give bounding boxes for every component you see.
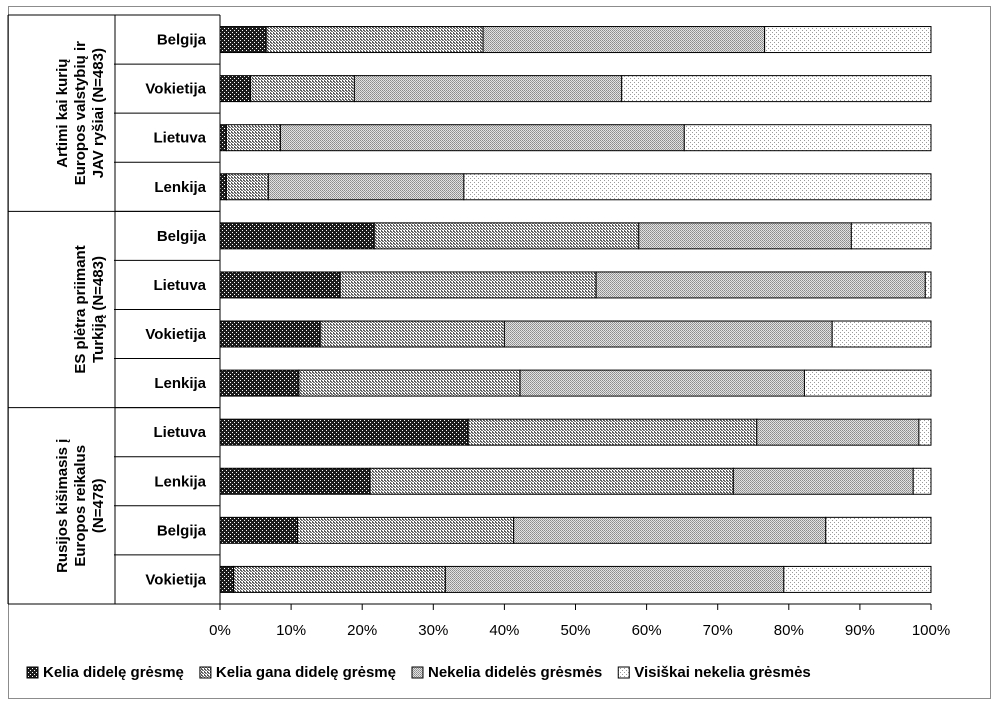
bar-segment-1 — [219, 516, 298, 544]
legend-label: Kelia didelę grėsmę — [43, 664, 184, 681]
bar-segment-2 — [250, 75, 355, 103]
bar-segment-1 — [219, 173, 227, 201]
bar-segment-3 — [503, 320, 833, 348]
bar-segment-2 — [369, 467, 734, 495]
legend-label: Kelia gana didelę grėsmę — [216, 664, 396, 681]
category-label: Lenkija — [154, 375, 206, 392]
legend-label: Nekelia didelės grėsmės — [428, 664, 602, 681]
category-label: Belgija — [157, 522, 207, 539]
bar-segment-2 — [339, 271, 597, 299]
bar-segment-1 — [219, 418, 469, 446]
group-label-line: ES plėtra priimant — [72, 245, 89, 373]
bar-segment-4 — [463, 173, 932, 201]
bar-segment-1 — [219, 26, 267, 54]
bar-segment-4 — [764, 26, 932, 54]
legend-swatch — [411, 666, 424, 679]
category-label: Vokietija — [145, 81, 206, 98]
legend-swatch — [26, 666, 39, 679]
bar-segment-2 — [225, 124, 281, 152]
category-label: Vokietija — [145, 326, 206, 343]
x-tick-label: 30% — [418, 622, 448, 639]
x-tick-label: 40% — [489, 622, 519, 639]
bar-segment-4 — [621, 75, 932, 103]
bar-segment-2 — [233, 565, 446, 593]
x-tick-label: 70% — [703, 622, 733, 639]
x-tick-label: 20% — [347, 622, 377, 639]
legend-swatch — [199, 666, 212, 679]
category-label: Lenkija — [154, 473, 206, 490]
legend-swatch — [617, 666, 630, 679]
group-label: ES plėtra priimantTurkiją (N=483) — [72, 245, 107, 373]
x-tick-label: 0% — [209, 622, 231, 639]
bar-segment-4 — [803, 369, 932, 397]
bar-segment-3 — [638, 222, 852, 250]
bar-segment-4 — [825, 516, 932, 544]
bar-segment-3 — [756, 418, 920, 446]
group-label: Artimi kai kuriųEuropos valstybių irJAV … — [54, 41, 107, 185]
bar-segment-1 — [219, 75, 252, 103]
category-label: Vokietija — [145, 571, 206, 588]
category-label: Lietuva — [153, 424, 206, 441]
bar-segment-2 — [373, 222, 640, 250]
x-tick-label: 60% — [632, 622, 662, 639]
x-tick-label: 100% — [912, 622, 950, 639]
bar-segment-2 — [298, 369, 521, 397]
group-label-line: JAV ryšiai (N=483) — [90, 48, 107, 178]
category-label: Lietuva — [153, 130, 206, 147]
x-tick-label: 90% — [845, 622, 875, 639]
x-tick-label: 50% — [560, 622, 590, 639]
x-tick-label: 80% — [774, 622, 804, 639]
category-label: Lietuva — [153, 277, 206, 294]
bar-segment-1 — [219, 565, 235, 593]
bar-segment-4 — [683, 124, 932, 152]
x-tick-label: 10% — [276, 622, 306, 639]
bar-segment-4 — [783, 565, 932, 593]
bar-segment-3 — [279, 124, 685, 152]
group-label-line: Turkiją (N=483) — [90, 256, 107, 363]
bar-segment-2 — [467, 418, 758, 446]
group-label-line: Europos reikalus — [72, 445, 89, 567]
bar-segment-4 — [912, 467, 932, 495]
bar-segment-4 — [850, 222, 932, 250]
bar-segment-1 — [219, 124, 227, 152]
bar-segment-4 — [831, 320, 932, 348]
bar-segment-2 — [265, 26, 484, 54]
bar-segment-3 — [267, 173, 465, 201]
group-label: Rusijos kišimasis įEuropos reikalus(N=47… — [54, 439, 107, 573]
bar-segment-3 — [482, 26, 766, 54]
legend-label: Visiškai nekelia grėsmės — [634, 664, 811, 681]
bar-segment-1 — [219, 467, 371, 495]
bar-segment-1 — [219, 369, 300, 397]
bar-segment-4 — [918, 418, 932, 446]
category-label: Belgija — [157, 228, 207, 245]
group-label-line: Artimi kai kurių — [54, 59, 71, 168]
group-label-line: Rusijos kišimasis į — [54, 439, 71, 573]
bar-segment-2 — [225, 173, 269, 201]
bar-segment-4 — [924, 271, 932, 299]
bar-segment-3 — [444, 565, 785, 593]
bar-segment-3 — [519, 369, 805, 397]
category-label: Lenkija — [154, 179, 206, 196]
bar-segment-1 — [219, 320, 321, 348]
bar-segment-2 — [319, 320, 505, 348]
group-label-line: Europos valstybių ir — [72, 41, 89, 185]
bar-segment-3 — [732, 467, 914, 495]
bar-segment-3 — [353, 75, 623, 103]
bar-segment-1 — [219, 271, 341, 299]
bar-segment-2 — [296, 516, 515, 544]
bar-segment-1 — [219, 222, 375, 250]
bar-segment-3 — [595, 271, 926, 299]
bar-segment-3 — [513, 516, 827, 544]
category-label: Belgija — [157, 32, 207, 49]
group-label-line: (N=478) — [90, 478, 107, 533]
